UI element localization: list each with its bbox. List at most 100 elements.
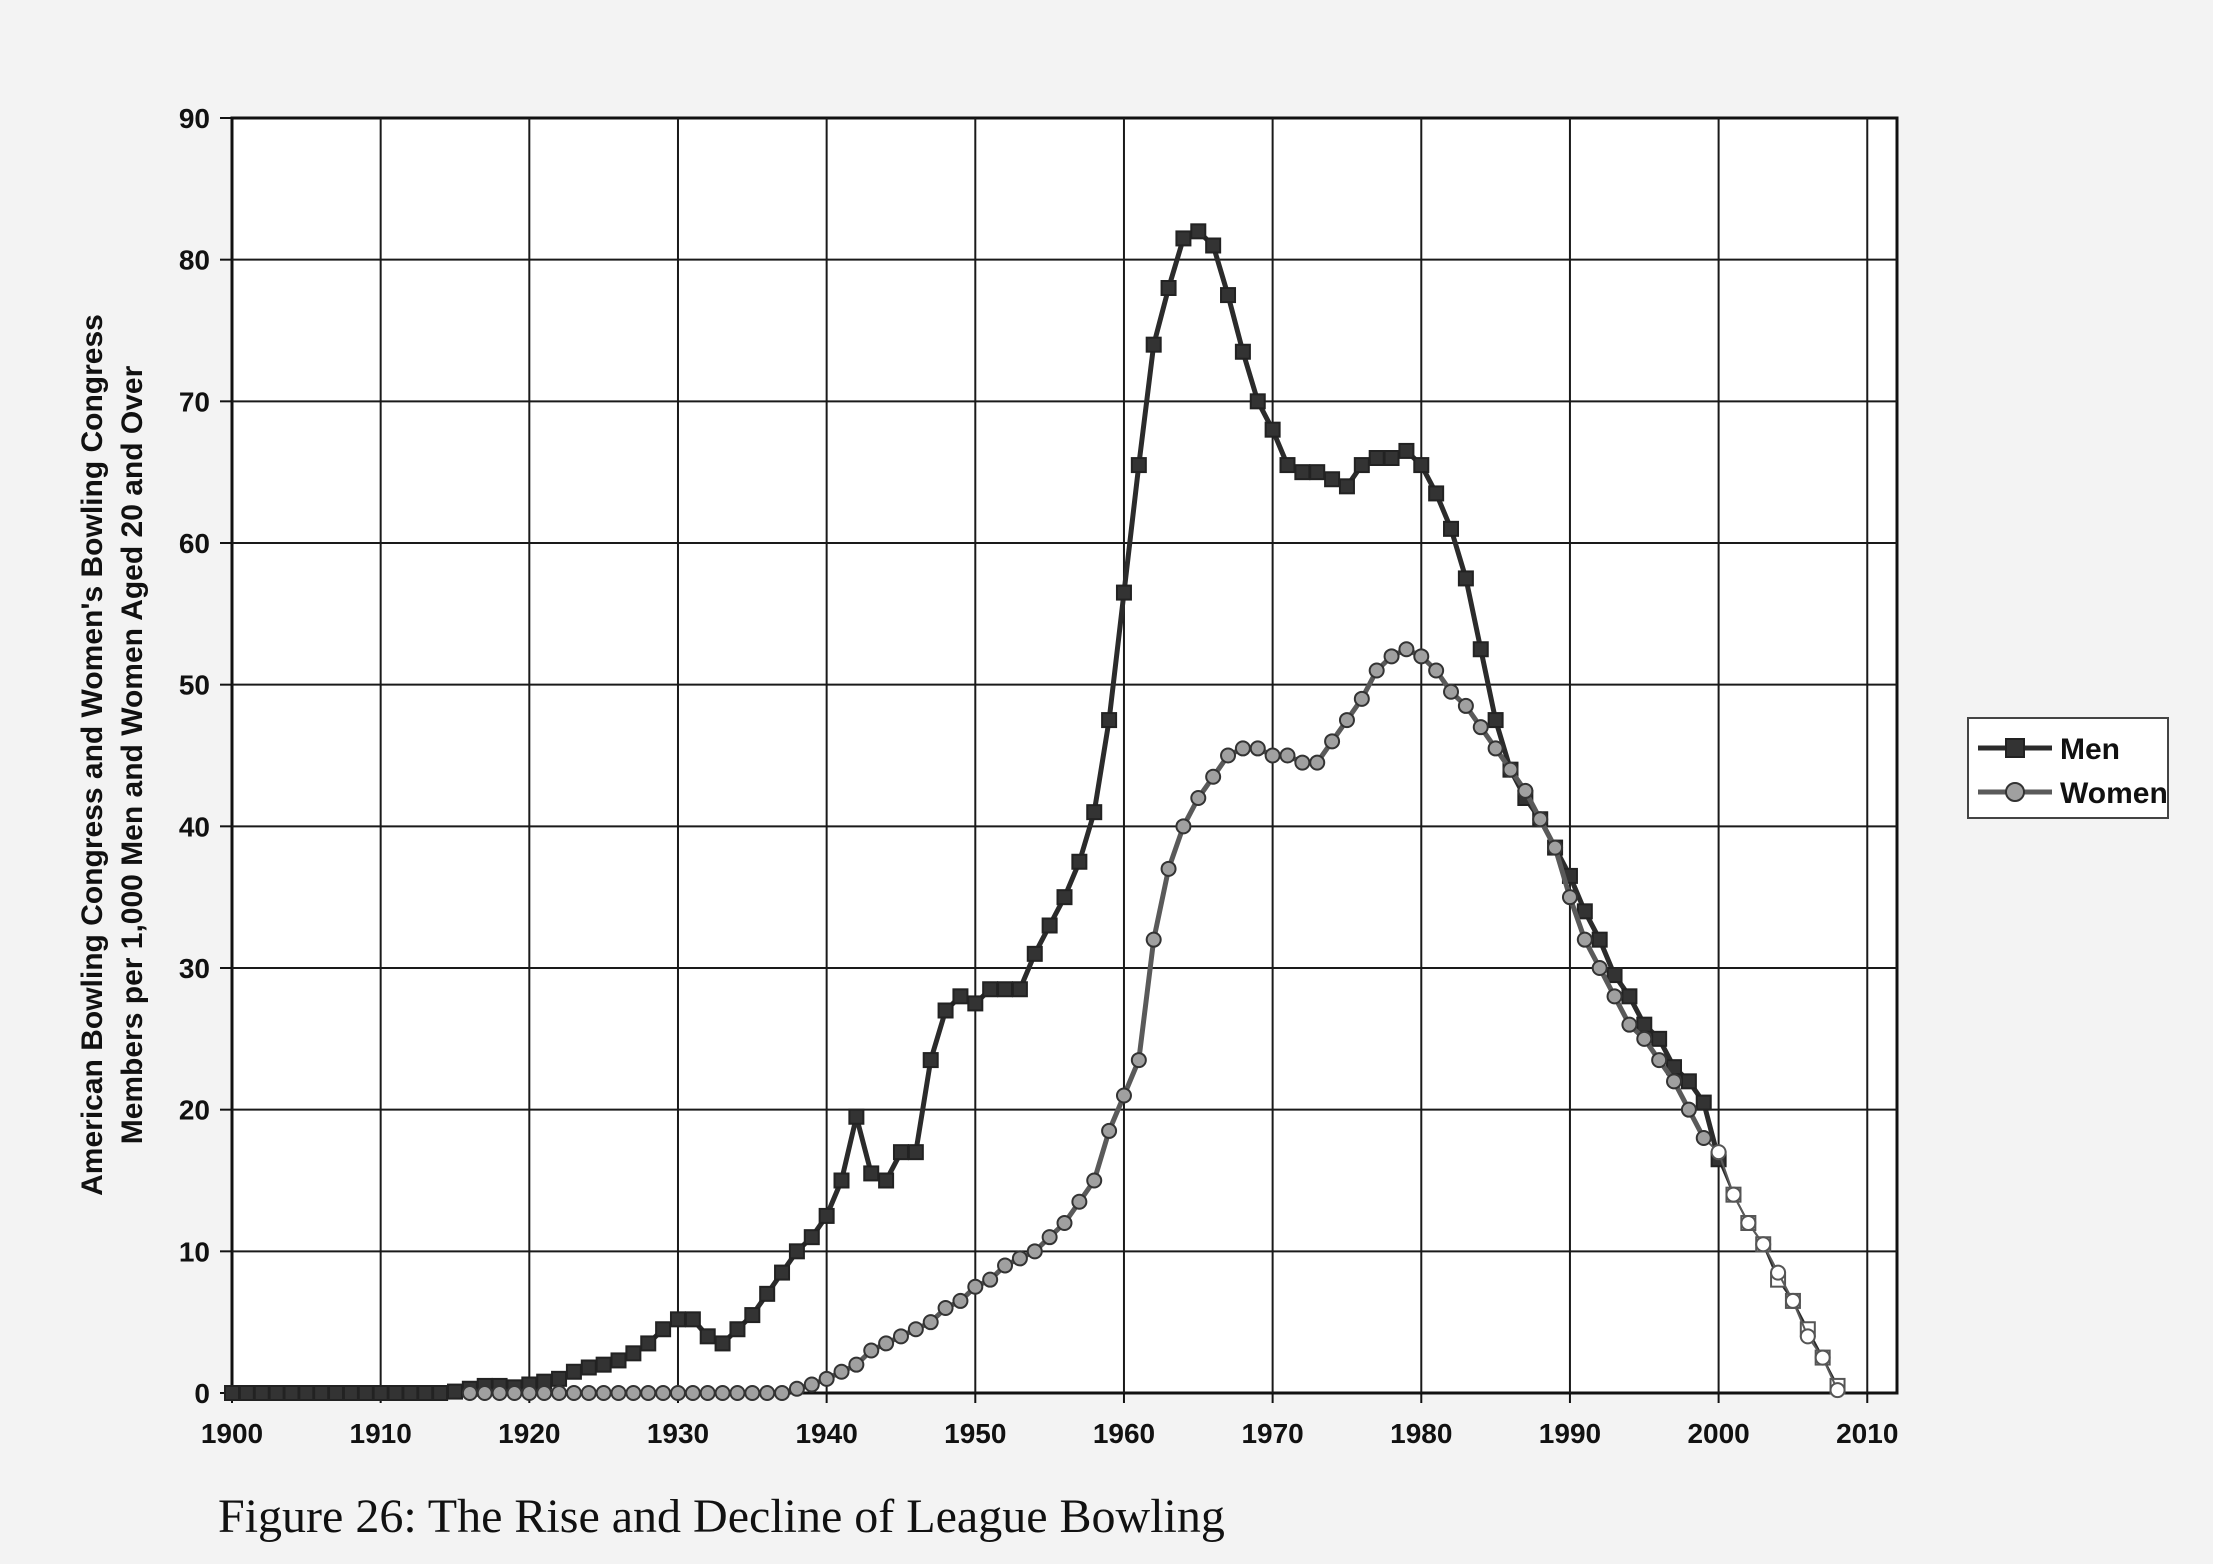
data-point: [1309, 464, 1326, 481]
data-point: [1799, 1328, 1816, 1345]
data-point: [1056, 889, 1073, 906]
data-point: [1368, 662, 1385, 679]
data-point: [684, 1385, 701, 1401]
data-point: [1413, 648, 1430, 665]
data-point: [1428, 485, 1445, 502]
legend-circle-marker: [2005, 782, 2025, 802]
series-layer: [224, 223, 1846, 1401]
data-point: [1472, 719, 1489, 736]
y-tick-label: 70: [179, 386, 210, 417]
y-tick-label: 30: [179, 953, 210, 984]
y-tick-label: 60: [179, 528, 210, 559]
plot-area: [230, 116, 1899, 1395]
data-point: [1115, 584, 1132, 601]
data-point: [967, 1278, 984, 1295]
data-point: [759, 1285, 776, 1302]
data-point: [1071, 853, 1088, 870]
data-point: [595, 1385, 612, 1401]
data-point: [1784, 1292, 1801, 1309]
data-point: [1621, 988, 1638, 1005]
data-point: [744, 1307, 761, 1324]
data-point: [1205, 237, 1222, 254]
x-tick-label: 1900: [201, 1418, 263, 1449]
data-point: [1591, 960, 1608, 976]
data-point: [1547, 839, 1564, 856]
data-point: [491, 1385, 508, 1401]
data-point: [342, 1385, 359, 1401]
data-point: [669, 1385, 686, 1401]
data-point: [1443, 683, 1460, 700]
x-tick-label: 1930: [647, 1418, 709, 1449]
data-point: [298, 1385, 315, 1401]
x-tick-label: 2000: [1687, 1418, 1749, 1449]
data-point: [922, 1314, 939, 1331]
data-point: [551, 1385, 568, 1401]
data-point: [1457, 697, 1474, 714]
data-point: [699, 1328, 716, 1345]
data-point: [1190, 223, 1207, 240]
data-point: [1086, 1172, 1103, 1189]
data-point: [1398, 641, 1415, 658]
data-point: [1383, 648, 1400, 665]
data-point: [892, 1144, 909, 1161]
data-point: [803, 1376, 820, 1393]
data-point: [565, 1363, 582, 1380]
data-point: [1279, 747, 1296, 764]
data-point: [952, 1292, 969, 1309]
y-tick-label: 40: [179, 811, 210, 842]
data-point: [372, 1385, 389, 1401]
data-point: [774, 1385, 791, 1401]
data-point: [1264, 421, 1281, 438]
data-point: [1517, 782, 1534, 799]
data-point: [1428, 662, 1445, 679]
data-point: [1680, 1073, 1697, 1090]
data-point: [1636, 1030, 1653, 1047]
data-point: [1398, 442, 1415, 459]
data-point: [1443, 520, 1460, 537]
data-point: [224, 1385, 240, 1401]
data-point: [1175, 230, 1192, 247]
data-point: [952, 988, 969, 1005]
data-point: [1249, 393, 1266, 410]
data-point: [878, 1335, 895, 1352]
data-point: [803, 1229, 820, 1246]
data-point: [1056, 1215, 1073, 1231]
data-point: [1101, 712, 1118, 729]
data-point: [640, 1385, 657, 1401]
x-tick-label: 2010: [1836, 1418, 1898, 1449]
data-point: [729, 1321, 746, 1338]
y-tick-label: 80: [179, 245, 210, 276]
data-point: [1249, 740, 1266, 757]
data-point: [1086, 804, 1103, 821]
data-point: [1770, 1264, 1787, 1281]
data-point: [402, 1385, 419, 1401]
x-tick-label: 1990: [1539, 1418, 1601, 1449]
data-point: [1814, 1349, 1831, 1366]
data-point: [283, 1385, 300, 1401]
data-point: [1294, 464, 1311, 481]
data-point: [1264, 747, 1281, 764]
data-point: [937, 1002, 954, 1019]
data-point: [1175, 818, 1192, 835]
data-point: [1234, 740, 1251, 757]
data-point: [1606, 967, 1623, 984]
data-point: [997, 1257, 1014, 1274]
data-point: [1487, 712, 1504, 729]
data-point: [446, 1383, 463, 1400]
data-point: [848, 1356, 865, 1373]
data-point: [610, 1352, 627, 1369]
data-point: [432, 1385, 449, 1401]
data-point: [1071, 1193, 1088, 1210]
data-point: [1383, 450, 1400, 466]
data-point: [1145, 336, 1162, 353]
data-point: [774, 1264, 791, 1281]
data-point: [1472, 641, 1489, 658]
data-point: [1680, 1101, 1697, 1118]
data-point: [863, 1342, 880, 1359]
data-point: [1353, 457, 1370, 474]
data-point: [1576, 903, 1593, 920]
data-point: [313, 1385, 330, 1401]
data-point: [1695, 1094, 1712, 1111]
y-tick-label: 90: [179, 103, 210, 134]
